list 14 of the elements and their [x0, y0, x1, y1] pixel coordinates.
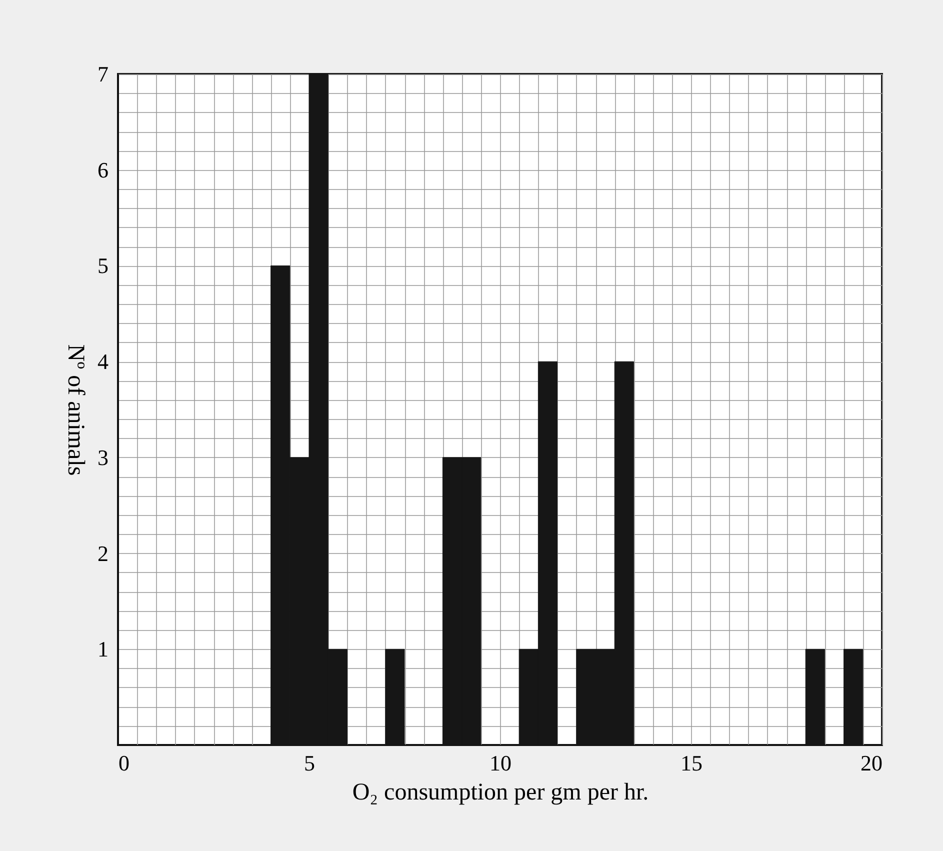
- x-tick-label: 20: [860, 750, 882, 776]
- y-tick-label: 4: [98, 349, 108, 374]
- y-tick-label: 1: [98, 636, 108, 662]
- y-tick-label: 5: [98, 253, 108, 278]
- y-tick-label: 3: [98, 444, 108, 470]
- y-axis-title: Nº of animals: [62, 344, 88, 476]
- x-tick-label: 15: [680, 750, 702, 776]
- y-tick-label: 7: [98, 62, 108, 86]
- y-tick-label: 6: [98, 157, 108, 182]
- x-tick-label: 10: [490, 750, 512, 776]
- x-tick-label: 5: [304, 750, 315, 776]
- x-tick-label: 0: [118, 750, 130, 776]
- y-tick-label: 2: [98, 540, 108, 566]
- x-axis-title: O₂ consumption per gm per hr.: [352, 780, 649, 806]
